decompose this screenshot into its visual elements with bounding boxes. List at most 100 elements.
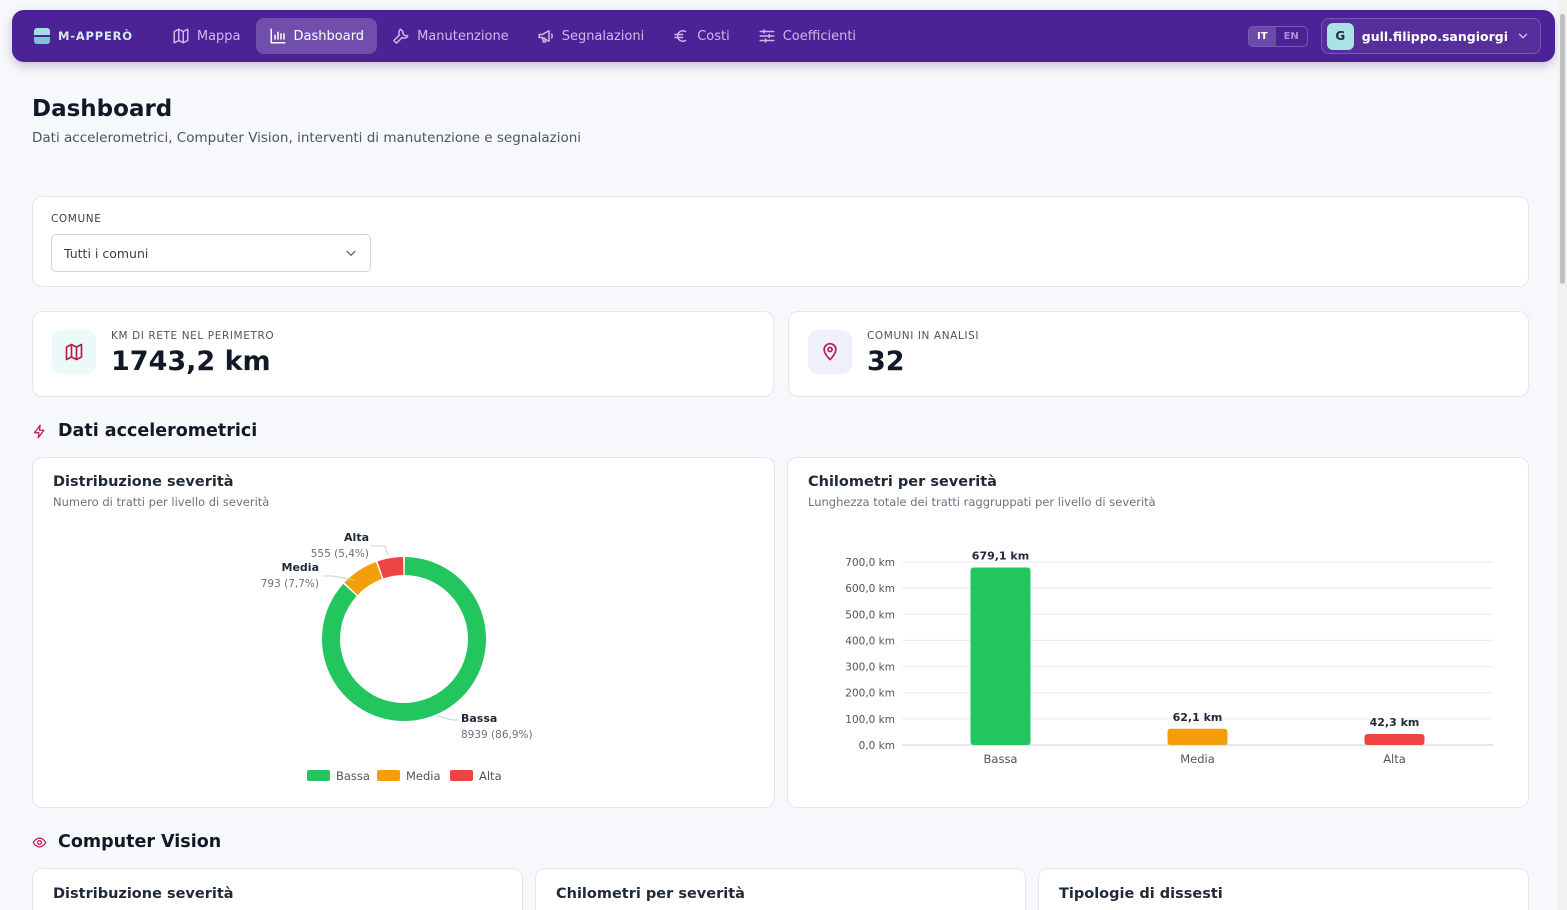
- user-menu[interactable]: G gull.filippo.sangiorgi: [1320, 18, 1541, 54]
- nav-item-coefficienti[interactable]: Coefficienti: [745, 18, 869, 54]
- lightning-icon: [33, 424, 45, 438]
- donut-slice-alta[interactable]: [377, 557, 404, 579]
- nav-item-label: Mappa: [196, 28, 241, 44]
- page-scrollbar[interactable]: [1558, 0, 1567, 910]
- legend-label: Bassa: [336, 769, 370, 783]
- filter-card: COMUNE Tutti i comuni: [32, 196, 1529, 287]
- donut-label-alta: Alta: [344, 531, 369, 544]
- stat-value: 32: [867, 346, 905, 377]
- donut-slice-media[interactable]: [344, 561, 383, 596]
- megaphone-icon: [538, 30, 553, 43]
- legend-label: Media: [406, 769, 441, 783]
- scrollbar-thumb[interactable]: [1560, 14, 1565, 284]
- donut-value-label: 8939 (86,9%): [461, 729, 533, 741]
- nav-item-segnalazioni[interactable]: Segnalazioni: [524, 18, 658, 54]
- donut-chart-card: Distribuzione severità Numero di tratti …: [32, 457, 775, 808]
- chart-title: Distribuzione severità: [53, 886, 234, 902]
- comune-select-value: Tutti i comuni: [64, 245, 149, 261]
- y-tick-label: 300,0 km: [845, 662, 895, 674]
- nav-item-costi[interactable]: Costi: [659, 18, 743, 54]
- chart-subtitle: Lunghezza totale dei tratti raggruppati …: [808, 495, 1156, 509]
- y-tick-label: 700,0 km: [845, 557, 895, 569]
- stat-card-km: KM DI RETE NEL PERIMETRO 1743,2 km: [32, 311, 774, 397]
- x-tick-label: Alta: [1383, 752, 1406, 766]
- bar-value-label: 62,1 km: [1173, 711, 1223, 724]
- stat-icon-box: [52, 330, 96, 374]
- comune-select[interactable]: Tutti i comuni: [51, 234, 371, 272]
- x-tick-label: Bassa: [984, 752, 1018, 766]
- donut-callout-line: [371, 545, 389, 556]
- cv-card-tipologie: Tipologie di dissesti: [1038, 868, 1529, 910]
- nav-item-label: Dashboard: [293, 28, 365, 44]
- section-title-text: Computer Vision: [58, 832, 222, 852]
- language-switch: IT EN: [1248, 25, 1308, 47]
- legend-swatch: [450, 770, 473, 781]
- bar-alta[interactable]: [1364, 733, 1425, 745]
- lang-it-button[interactable]: IT: [1249, 26, 1276, 46]
- section-title-accelerometrici: Dati accelerometrici: [32, 421, 257, 441]
- legend-item-alta[interactable]: Alta: [450, 769, 502, 783]
- legend-item-media[interactable]: Media: [377, 769, 441, 783]
- bar-chart-icon: [270, 28, 286, 44]
- user-name: gull.filippo.sangiorgi: [1361, 28, 1508, 44]
- y-tick-label: 400,0 km: [845, 635, 895, 647]
- donut-chart: Bassa 8939 (86,9%) Media 793 (7,7%) Alta 555 …: [261, 531, 533, 783]
- bar-value-label: 42,3 km: [1370, 716, 1420, 729]
- page-subtitle: Dati accelerometrici, Computer Vision, i…: [32, 130, 582, 146]
- chart-title: Chilometri per severità: [556, 886, 745, 902]
- legend-item-bassa[interactable]: Bassa: [307, 769, 370, 783]
- x-tick-label: Media: [1180, 752, 1215, 766]
- stat-icon-box: [808, 330, 852, 374]
- section-title-computer-vision: Computer Vision: [32, 832, 221, 852]
- section-title-text: Dati accelerometrici: [58, 421, 258, 441]
- chevron-down-icon: [1518, 33, 1528, 39]
- comune-filter-label: COMUNE: [51, 213, 102, 225]
- bar-bassa[interactable]: [970, 567, 1031, 745]
- donut-callout-line: [436, 715, 459, 721]
- chevron-down-icon: [346, 250, 356, 257]
- donut-value-label: 555 (5,4%): [311, 548, 369, 560]
- map-pin-icon: [823, 342, 837, 361]
- chart-title: Chilometri per severità: [808, 474, 997, 490]
- stat-label: KM DI RETE NEL PERIMETRO: [111, 330, 275, 342]
- euro-icon: [674, 30, 687, 42]
- avatar: G: [1326, 22, 1354, 50]
- brand-logo-icon: [34, 28, 50, 44]
- cv-card-distribuzione: Distribuzione severità: [32, 868, 523, 910]
- nav-item-mappa[interactable]: Mappa: [159, 18, 254, 54]
- nav-item-dashboard[interactable]: Dashboard: [255, 18, 378, 54]
- brand-logo[interactable]: M-APPERÒ: [34, 28, 133, 44]
- stat-label: COMUNI IN ANALISI: [867, 330, 980, 342]
- map-icon: [173, 28, 189, 44]
- legend-label: Alta: [479, 769, 502, 783]
- donut-value-label: 793 (7,7%): [261, 578, 319, 590]
- y-tick-label: 0,0 km: [859, 740, 895, 752]
- nav-item-label: Manutenzione: [417, 28, 509, 44]
- stat-card-comuni: COMUNI IN ANALISI 32: [788, 311, 1529, 397]
- bar-value-label: 679,1 km: [972, 549, 1029, 562]
- bar-chart-card: Chilometri per severità Lunghezza totale…: [787, 457, 1529, 808]
- legend-swatch: [377, 770, 400, 781]
- donut-label-bassa: Bassa: [461, 712, 497, 725]
- y-tick-label: 200,0 km: [845, 688, 895, 700]
- donut-label-media: Media: [282, 561, 319, 574]
- wrench-icon: [393, 28, 409, 44]
- nav-item-label: Coefficienti: [782, 28, 857, 44]
- y-tick-label: 500,0 km: [845, 609, 895, 621]
- bar-chart: 0,0 km 100,0 km 200,0 km 300,0 km 400,0 km 50…: [845, 549, 1493, 766]
- stat-value: 1743,2 km: [111, 346, 271, 377]
- chart-title: Distribuzione severità: [53, 474, 234, 490]
- map-icon: [65, 343, 83, 361]
- y-tick-label: 600,0 km: [845, 583, 895, 595]
- bar-media[interactable]: [1167, 728, 1228, 745]
- chart-subtitle: Numero di tratti per livello di severità: [53, 495, 270, 509]
- brand-name: M-APPERÒ: [58, 29, 133, 43]
- page-title: Dashboard: [32, 96, 173, 122]
- nav-item-manutenzione[interactable]: Manutenzione: [379, 18, 522, 54]
- cv-card-chilometri: Chilometri per severità: [535, 868, 1026, 910]
- eye-icon: [32, 836, 47, 848]
- y-tick-label: 100,0 km: [845, 714, 895, 726]
- nav-item-label: Costi: [697, 28, 730, 44]
- lang-en-button[interactable]: EN: [1283, 30, 1299, 42]
- sliders-icon: [759, 29, 775, 43]
